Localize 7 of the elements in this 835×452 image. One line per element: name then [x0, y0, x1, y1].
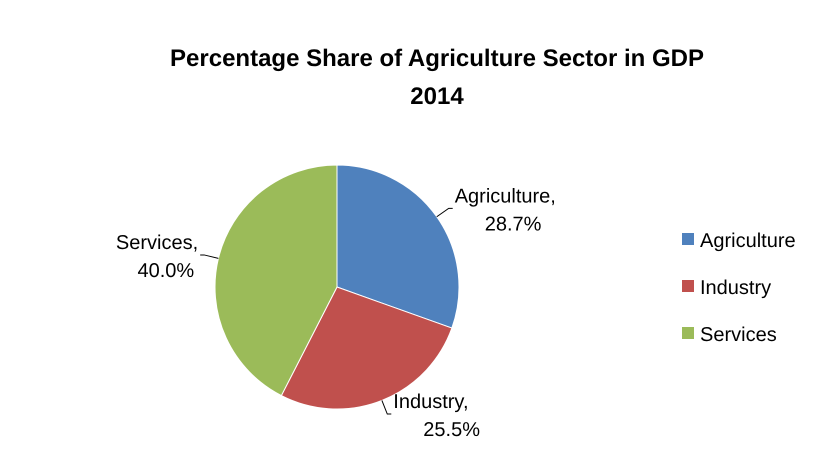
legend-label: Agriculture: [700, 230, 796, 252]
data-label: Agriculture, 28.7%: [454, 185, 556, 236]
data-label: Services, 40.0%: [116, 232, 198, 282]
legend-label: Services: [700, 324, 777, 346]
legend-label: Industry: [700, 277, 772, 299]
chart-title: Percentage Share of Agriculture Sector in GDP 2014: [170, 45, 704, 110]
data-label: Industry, 25.5%: [393, 391, 480, 442]
